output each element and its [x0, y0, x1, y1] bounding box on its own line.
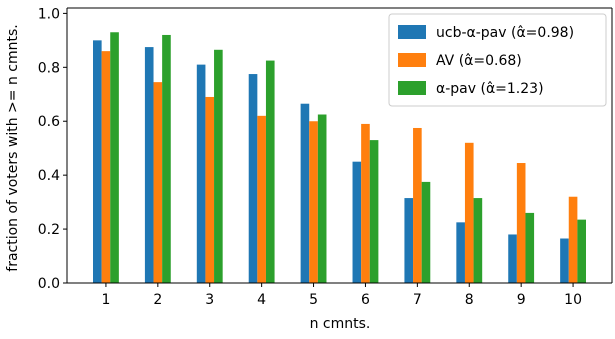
bar-series-1-6 [352, 161, 362, 283]
bar-series-1-9 [508, 234, 517, 283]
x-tick-label: 3 [205, 292, 214, 308]
legend-swatch-3 [398, 81, 426, 95]
bar-series-2-4 [257, 115, 266, 283]
x-axis-label: n cmnts. [310, 316, 371, 332]
bar-series-1-3 [196, 64, 206, 284]
bar-series-2-8 [464, 142, 474, 283]
y-tick-label: 0.0 [38, 276, 60, 292]
legend-label-1: ucb-α-pav (α̂=0.98) [436, 25, 574, 41]
x-tick-label: 4 [257, 292, 266, 308]
legend: ucb-α-pav (α̂=0.98) AV (α̂=0.68) α-pav (α̂… [388, 13, 607, 107]
x-tick-label: 9 [517, 292, 526, 308]
bar-series-2-1 [101, 51, 111, 283]
y-tick-label: 0.8 [38, 60, 60, 76]
y-axis-label: fraction of voters with >= n cmnts. [5, 24, 21, 271]
bar-series-3-5 [317, 114, 327, 283]
y-tick-label: 0.6 [38, 114, 60, 130]
bar-series-3-2 [162, 34, 171, 284]
x-tick-label: 6 [361, 292, 370, 308]
bar-series-3-9 [525, 212, 535, 283]
bar-series-3-7 [421, 181, 431, 283]
bar-series-1-2 [144, 47, 154, 284]
bar-series-2-3 [205, 96, 215, 283]
bar-series-1-4 [248, 74, 258, 283]
x-tick-label: 1 [101, 292, 110, 308]
bar-series-3-3 [214, 49, 223, 283]
y-tick-label: 1.0 [38, 6, 60, 22]
x-tick-label: 8 [465, 292, 474, 308]
x-tick-label: 5 [309, 292, 318, 308]
bar-series-1-7 [404, 198, 414, 283]
axes-layer: 0.0 0.2 0.4 0.6 0.8 1.0 1 2 3 4 5 6 7 8 9 10 [38, 6, 613, 308]
x-tick-label: 10 [564, 292, 582, 308]
bar-series-2-6 [361, 123, 370, 284]
legend-swatch-2 [398, 53, 426, 67]
legend-label-3: α-pav (α̂=1.23) [436, 81, 544, 97]
bar-series-3-4 [265, 60, 275, 283]
bar-series-2-5 [309, 121, 318, 284]
bars-layer [93, 32, 586, 284]
bar-series-2-2 [153, 82, 163, 283]
bar-series-3-10 [577, 219, 586, 283]
bar-series-1-10 [560, 238, 569, 283]
bar-series-1-5 [300, 103, 310, 284]
bar-series-3-1 [110, 32, 119, 284]
y-tick-label: 0.4 [38, 168, 60, 184]
legend-box [388, 13, 607, 107]
bar-series-2-10 [568, 196, 578, 283]
bar-series-1-1 [93, 40, 102, 283]
legend-label-2: AV (α̂=0.68) [436, 53, 522, 69]
y-tick-label: 0.2 [38, 222, 60, 238]
bar-series-2-9 [516, 163, 526, 283]
x-tick-label: 7 [413, 292, 422, 308]
bar-series-1-8 [456, 222, 465, 283]
bar-series-3-8 [473, 198, 483, 283]
legend-swatch-1 [398, 25, 426, 39]
bar-series-3-6 [369, 140, 379, 283]
bar-series-2-7 [413, 127, 422, 283]
x-tick-label: 2 [153, 292, 162, 308]
